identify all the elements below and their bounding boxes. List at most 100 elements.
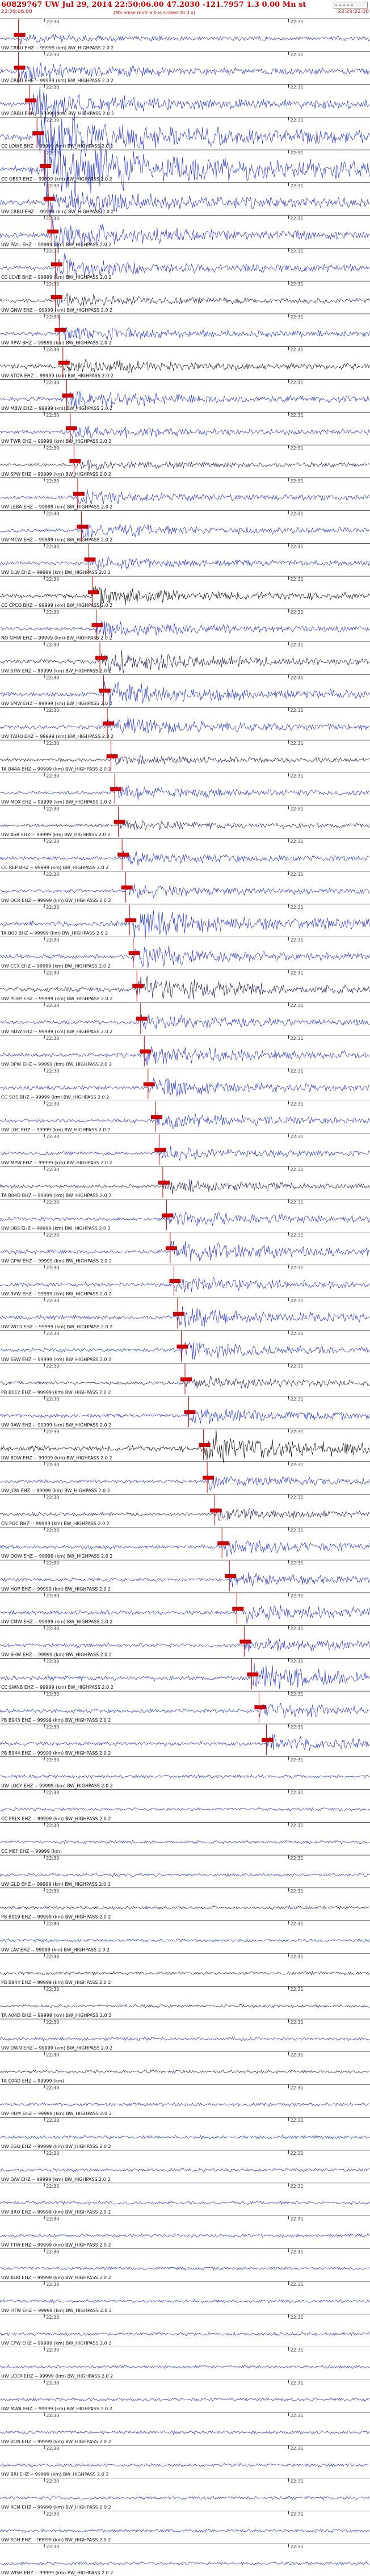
station-label: UW WOD EHZ -- 99999 (km) BW_HIGHPASS 2.0…: [1, 1324, 112, 1329]
waveform: [0, 219, 370, 251]
trace-row: 22:30 22:31 UW CCX EHZ -- 99999 (km) BW_HI…: [0, 937, 370, 968]
station-label: UW TAHO EHZ -- 99999 (km) BW_HIGHPASS 2.…: [1, 734, 113, 739]
tick-label: 22:31: [291, 380, 304, 385]
tick-label: 22:30: [46, 380, 59, 385]
tick-label: 22:30: [46, 1036, 59, 1041]
tick-label: 22:30: [46, 118, 59, 123]
tick-label: 22:30: [46, 1265, 59, 1270]
tick-label: 22:31: [291, 2413, 304, 2418]
tick-label: 22:31: [291, 2511, 304, 2516]
trace-row: 22:30 22:31 TA B03 BHZ -- 99999 (km) BW_HI…: [0, 904, 370, 939]
tick-label: 22:30: [46, 938, 59, 943]
tick-label: 22:30: [46, 2348, 59, 2353]
scale-note: (MS noise mutr 6.0 is scaled 20.0 x): [113, 10, 195, 15]
tick-label: 22:31: [291, 2085, 304, 2090]
waveform: [0, 86, 370, 122]
station-label: CC MEF EHZ -- 99999 (km): [1, 1849, 62, 1854]
tick-label: 22:31: [291, 2184, 304, 2189]
waveform: [0, 1734, 370, 1751]
tick-label: 22:30: [46, 2118, 59, 2123]
trace-row: 22:30 22:31 UW TWR EHZ -- 99999 (km) BW_HI…: [0, 412, 370, 444]
tick-label: 22:30: [46, 249, 59, 254]
tick-label: 22:30: [46, 1954, 59, 1959]
tick-label: 22:31: [291, 150, 304, 156]
pick-marker: [232, 1606, 244, 1611]
tick-label: 22:30: [46, 1626, 59, 1631]
station-label: UW CCX EHZ -- 99999 (km) BW_HIGHPASS 2.0…: [1, 963, 111, 968]
station-label: UW GLD EHZ -- 99999 (km) BW_HIGHPASS 2.0…: [1, 1882, 111, 1887]
tick-label: 22:31: [291, 839, 304, 844]
station-label: PB B943 EHZ -- 99999 (km) BW_HIGHPASS 2.…: [1, 1718, 111, 1723]
pick-marker: [62, 393, 74, 398]
station-label: UW DPW EHZ -- 99999 (km) BW_HIGHPASS 2.0…: [1, 1062, 112, 1067]
waveform: [0, 785, 370, 800]
tick-label: 22:30: [46, 2249, 59, 2254]
pick-marker: [95, 656, 107, 660]
waveform: [0, 1429, 370, 1463]
trace-row: 22:30 22:31 PB B019 EHZ -- 99999 (km) BW_H…: [0, 1887, 370, 1920]
pick-marker: [262, 1738, 274, 1742]
tick-label: 22:31: [291, 2053, 304, 2058]
tick-label: 22:30: [46, 19, 59, 24]
event-title: 60829767 UW Jul 29, 2014 22:50:06.00 47.…: [1, 1, 306, 9]
station-label: UW TWR EHZ -- 99999 (km) BW_HIGHPASS 2.0…: [1, 439, 111, 444]
pick-marker: [254, 1705, 266, 1710]
waveform: [0, 1638, 370, 1652]
trace-row: 22:30 22:31 UW RAW EHZ -- 99999 (km) BW_HI…: [0, 1396, 370, 1428]
tick-label: 22:30: [46, 2053, 59, 2058]
station-label: UW ALKI EHZ -- 99999 (km) BW_HIGHPASS 2.…: [1, 2275, 111, 2280]
tick-label: 22:31: [291, 1364, 304, 1369]
tick-label: 22:31: [291, 2249, 304, 2254]
pick-marker: [165, 1246, 177, 1251]
tick-label: 22:30: [46, 216, 59, 221]
waveform: [0, 2528, 370, 2533]
waveform: [0, 1605, 370, 1624]
tick-label: 22:30: [46, 413, 59, 418]
trace-row: 22:30 22:31 UW TTW EHZ -- 99999 (km) BW_HI…: [0, 2216, 370, 2247]
station-label: CC OBSR EHZ -- 99999 (km) BW_HIGHPASS 2.…: [1, 177, 112, 182]
trace-row: 22:30 22:31 UW OCR EHZ -- 99999 (km) BW_HI…: [0, 871, 370, 903]
station-label: UW SGH EHZ -- 99999 (km) BW_HIGHPASS 2.0…: [1, 2537, 111, 2543]
trace-row: 22:30 22:31 CC MEF EHZ -- 99999 (km): [0, 1822, 370, 1854]
waveform: [0, 133, 370, 199]
pick-marker: [154, 1148, 166, 1152]
tick-label: 22:31: [291, 1200, 304, 1205]
tick-label: 22:31: [291, 216, 304, 221]
tick-label: 22:30: [46, 1396, 59, 1402]
tick-label: 22:30: [46, 2151, 59, 2156]
station-label: UW CRBU EHZ -- 99999 (km) BW_HIGHPASS 2.…: [1, 209, 114, 215]
pick-marker: [69, 459, 81, 463]
tick-label: 22:30: [46, 610, 59, 615]
station-label: UW MBW EHZ -- 99999 (km) BW_HIGHPASS 2.0…: [1, 406, 112, 411]
station-label: UW RVW EHZ -- 99999 (km) BW_HIGHPASS 2.0…: [1, 1291, 112, 1297]
tick-label: 22:30: [46, 183, 59, 188]
station-label: UW LCCR EHZ -- 99999 (km) BW_HIGHPASS 2.…: [1, 2373, 113, 2378]
tick-label: 22:31: [291, 2479, 304, 2484]
waveform: [0, 2233, 370, 2238]
trace-row: 22:30 22:31 UW ELW EHZ -- 99999 (km) BW_HI…: [0, 543, 370, 575]
tick-label: 22:30: [46, 2282, 59, 2287]
pick-marker: [173, 1311, 184, 1316]
tick-label: 22:31: [291, 1954, 304, 1959]
station-label: CC LCVE BHZ -- 99999 (km) BW_HIGHPASS 2.…: [1, 275, 111, 280]
pick-marker: [65, 426, 77, 431]
waveform: [0, 2200, 370, 2205]
pick-marker: [73, 492, 85, 496]
trace-row: 22:30 22:31 UW MWA EHZ -- 99999 (km) BW_HI…: [0, 2380, 370, 2411]
trace-row: 22:30 22:31 UW WISH EHZ -- 99999 (km) BW_H…: [0, 2543, 370, 2575]
station-label: UW CRBU EHZ -- 99999 (km) BW_HIGHPASS 2.…: [1, 45, 114, 51]
waveform: [0, 2430, 370, 2435]
station-label: PB B012 EHZ -- 99999 (km) BW_HIGHPASS 2.…: [1, 1390, 111, 1395]
station-label: UW WISH EHZ -- 99999 (km) BW_HIGHPASS 2.…: [1, 2570, 113, 2575]
tick-label: 22:30: [46, 1495, 59, 1500]
pick-marker: [103, 721, 115, 726]
station-label: UW RPW BHZ -- 99999 (km) BW_HIGHPASS 2.0…: [1, 341, 112, 346]
tick-label: 22:31: [291, 1167, 304, 1172]
tick-label: 22:31: [291, 282, 304, 287]
tick-label: 22:30: [46, 511, 59, 517]
station-label: UW CPW EHZ -- 99999 (km) BW_HIGHPASS 2.0…: [1, 2341, 111, 2346]
tick-label: 22:30: [46, 1429, 59, 1434]
pick-marker: [247, 1672, 259, 1677]
station-label: UW RCM EHZ -- 99999 (km) BW_HIGHPASS 2.0…: [1, 2504, 111, 2510]
tick-label: 22:31: [291, 1823, 304, 1828]
